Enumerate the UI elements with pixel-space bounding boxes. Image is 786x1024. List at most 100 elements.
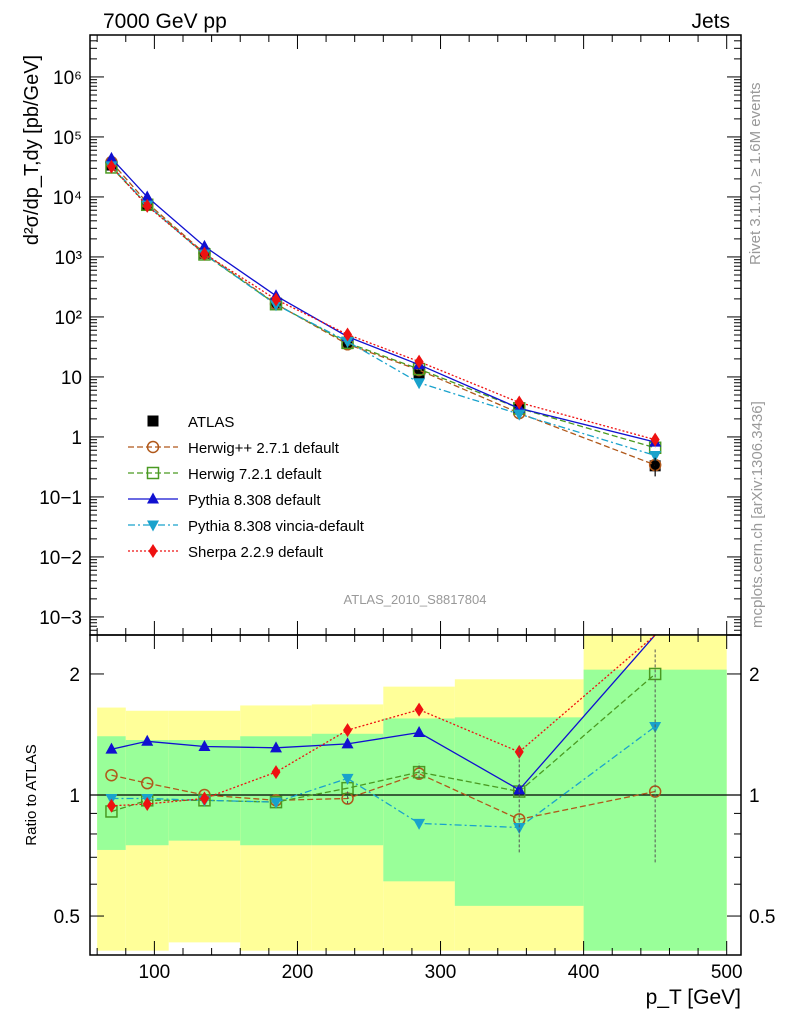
ratio-line-sherpa (111, 635, 656, 807)
main-y-tick-label: 10⁴ (53, 188, 82, 209)
main-y-tick-label: 10 (61, 368, 82, 389)
legend-label-sherpa: Sherpa 2.2.9 default (188, 544, 324, 561)
legend-label-ATLAS: ATLAS (188, 414, 234, 431)
ratio-point-pythia (413, 726, 426, 738)
main-point-vincia (513, 409, 526, 421)
main-y-tick-label: 1 (71, 428, 82, 449)
main-point-sherpa (106, 159, 116, 174)
main-y-tick-label: 10−1 (39, 488, 82, 509)
ratio-y-tick-label: 0.5 (54, 907, 80, 928)
ratio-series-group (105, 635, 662, 863)
legend-label-herwig7: Herwig 7.2.1 default (188, 466, 322, 483)
rivet-version-label: Rivet 3.1.10, ≥ 1.6M events (747, 83, 764, 266)
ratio-point-sherpa (142, 796, 152, 811)
beam-label: 7000 GeV pp (103, 10, 227, 33)
ratio-point-pythia (341, 737, 354, 749)
x-tick-label: 100 (139, 962, 171, 983)
main-y-axis: 10−3 10−2 10−1 1 10 10² 10³ 10⁴ 10⁵ 10⁶ (39, 34, 741, 636)
ratio-point-vincia (270, 797, 282, 809)
main-x-axis-ticks (96, 35, 728, 635)
ratio-y-axis-label: Ratio to ATLAS (23, 744, 40, 845)
main-point-ATLAS (413, 367, 425, 379)
main-point-sherpa (199, 246, 209, 261)
ratio-line-herwig7 (111, 673, 656, 813)
legend: ATLAS Herwig++ 2.7.1 default Herwig 7.2.1 … (128, 414, 365, 561)
legend-marker-pythia (147, 492, 159, 504)
main-y-tick-label: 10⁶ (53, 68, 82, 89)
ratio-band-inner (383, 718, 455, 882)
legend-label-pythia: Pythia 8.308 default (188, 492, 321, 509)
main-y-tick-label: 10−3 (39, 608, 82, 629)
ratio-point-pythia (198, 740, 211, 752)
ratio-point-pythia (141, 734, 154, 746)
main-line-sherpa (111, 166, 656, 441)
main-point-sherpa (650, 432, 660, 447)
legend-marker-vincia (147, 520, 159, 532)
ratio-band-inner (125, 740, 169, 846)
legend-marker-herwig7 (146, 466, 160, 480)
main-panel: 10−3 10−2 10−1 1 10 10² 10³ 10⁴ 10⁵ 10⁶ d²σ/dp_T,… (21, 34, 742, 636)
ratio-point-pythia (105, 742, 118, 754)
main-point-pythia (141, 190, 154, 202)
ratio-line-pythia (111, 635, 656, 791)
ratio-plot-series (105, 635, 662, 863)
ratio-y-axis: 0.5 0.5 1 1 2 2 (54, 665, 775, 956)
main-y-tick-label: 10³ (55, 248, 82, 269)
analysis-id-label: ATLAS_2010_S8817804 (344, 592, 487, 607)
process-label: Jets (691, 10, 730, 33)
ratio-line-vincia (111, 725, 656, 829)
legend-label-vincia: Pythia 8.308 vincia-default (188, 518, 365, 535)
x-tick-label: 300 (425, 962, 457, 983)
main-point-sherpa (271, 292, 281, 307)
ratio-y-tick-label: 1 (69, 786, 80, 807)
ratio-point-pythia (513, 783, 526, 795)
ratio-point-vincia (341, 773, 354, 785)
ratio-point-herwigpp (140, 776, 154, 790)
main-point-sherpa (343, 327, 353, 342)
ratio-line-herwigpp (111, 773, 656, 820)
main-point-sherpa (514, 395, 524, 410)
ratio-band-inner (97, 736, 126, 850)
x-axis: 100 200 300 400 500 (96, 635, 743, 983)
ratio-point-pythia (270, 741, 282, 753)
ratio-y-tick-label: 2 (69, 665, 80, 686)
ratio-band-inner (311, 733, 384, 846)
mcplots-label: mcplots.cern.ch [arXiv:1306.3436] (749, 401, 766, 628)
ratio-band-inner (168, 740, 241, 841)
ratio-point-vincia (649, 722, 662, 734)
ratio-y-tick-label-right: 2 (749, 665, 760, 686)
ratio-panel: 0.5 0.5 1 1 2 2 100 200 300 400 500 Ratio to ATLA… (23, 634, 775, 1009)
x-axis-label: p_T [GeV] (646, 986, 741, 1009)
main-point-pythia (105, 151, 118, 163)
legend-marker-herwigpp (146, 440, 160, 454)
ratio-band-inner (240, 736, 312, 846)
main-point-sherpa (142, 198, 152, 213)
legend-label-herwigpp: Herwig++ 2.7.1 default (188, 440, 340, 457)
x-tick-label: 500 (711, 962, 743, 983)
main-y-tick-label: 10² (55, 308, 82, 329)
main-y-tick-label: 10⁵ (53, 128, 82, 149)
ratio-y-tick-label-right: 0.5 (749, 907, 775, 928)
ratio-y-tick-label-right: 1 (749, 786, 760, 807)
ratio-point-sherpa (106, 798, 116, 813)
ratio-point-sherpa (343, 723, 353, 738)
main-point-vincia (341, 336, 354, 348)
main-plot-series (105, 151, 662, 477)
main-point-pythia (198, 239, 211, 251)
ratio-point-vincia (413, 818, 426, 830)
ratio-point-vincia (513, 823, 526, 835)
x-tick-label: 200 (282, 962, 314, 983)
main-line-pythia (111, 157, 656, 443)
x-tick-label: 400 (568, 962, 600, 983)
main-point-sherpa (414, 354, 424, 369)
legend-marker-ATLAS (147, 415, 159, 427)
ratio-point-sherpa (271, 765, 281, 780)
main-line-herwigpp (111, 161, 656, 466)
main-y-tick-label: 10−2 (39, 548, 82, 569)
main-y-axis-label: d²σ/dp_T,dy [pb/GeV] (21, 55, 43, 245)
main-point-vincia (413, 378, 426, 390)
ratio-point-sherpa (199, 791, 209, 806)
main-point-vincia (649, 451, 662, 463)
ratio-point-herwigpp (105, 768, 118, 782)
